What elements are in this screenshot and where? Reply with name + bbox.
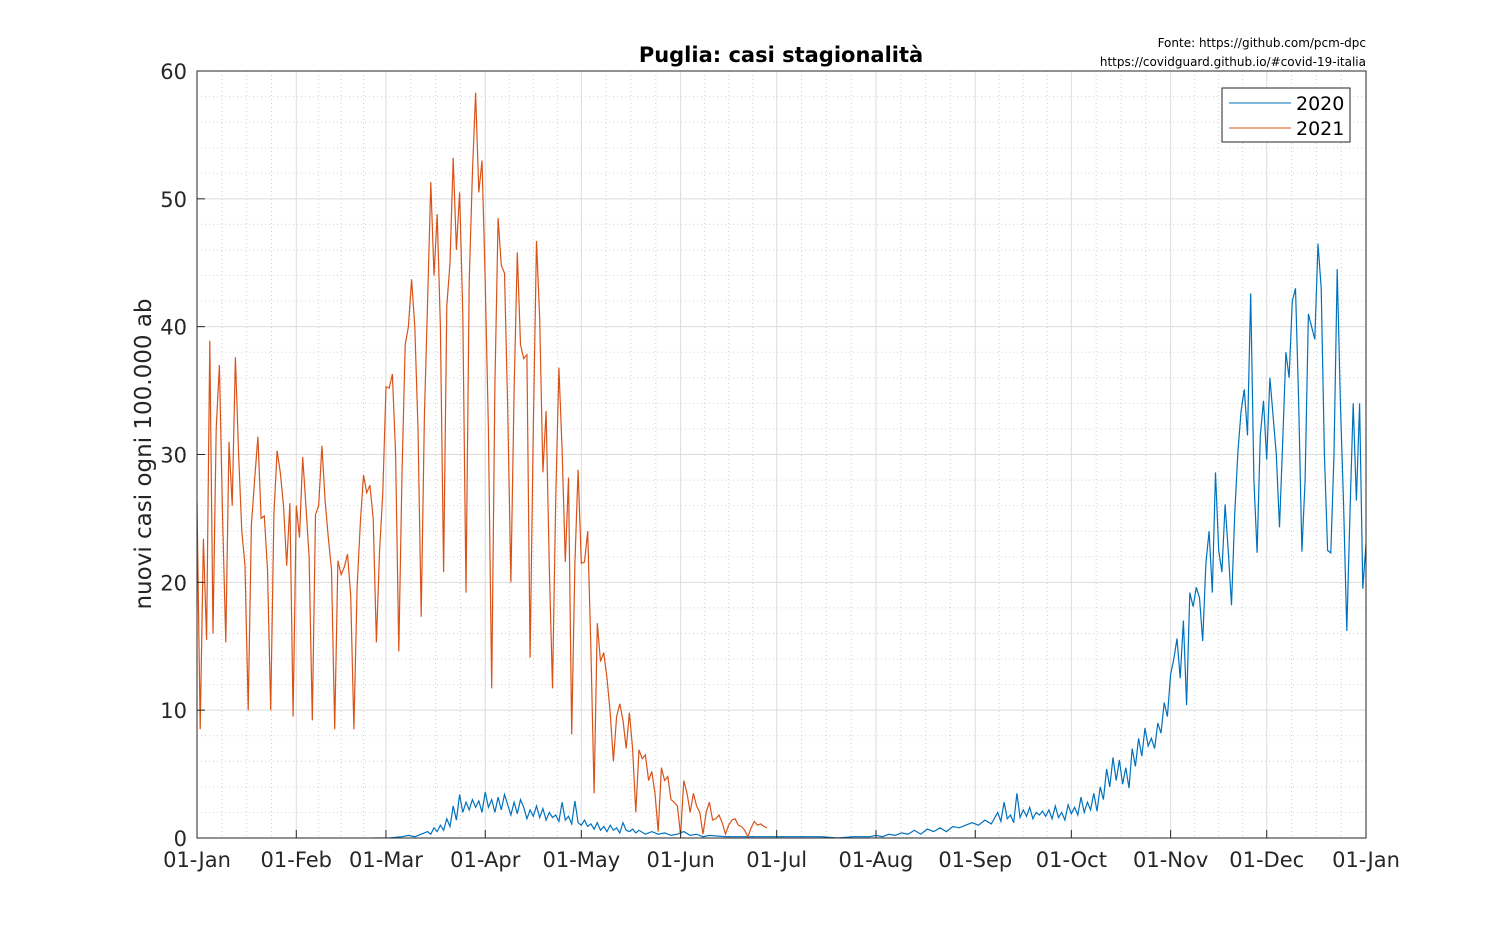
legend: 2020 2021 [1221, 87, 1351, 143]
chart-title: Puglia: casi stagionalità [639, 43, 923, 67]
y-tick-label: 0 [174, 827, 187, 851]
y-tick-label: 50 [160, 188, 187, 212]
y-tick-label: 30 [160, 444, 187, 468]
y-axis-label: nuovi casi ogni 100.000 ab [131, 298, 157, 609]
x-tick-label: 01-Jan [1332, 848, 1400, 872]
series-layer [197, 92, 1366, 838]
x-tick-label: 01-Jan [163, 848, 231, 872]
y-tick-label: 60 [160, 60, 187, 84]
x-tick-label: 01-May [542, 848, 620, 872]
x-tick-label: 01-Mar [349, 848, 423, 872]
x-tick-label: 01-Oct [1036, 848, 1107, 872]
x-tick-label: 01-Apr [450, 848, 521, 872]
legend-label-2020: 2020 [1296, 93, 1344, 115]
y-tick-label: 20 [160, 571, 187, 595]
legend-box [1221, 87, 1351, 143]
series-line-2021 [197, 92, 768, 838]
y-tick-label: 40 [160, 316, 187, 340]
x-tick-label: 01-Jul [746, 848, 807, 872]
legend-label-2021: 2021 [1296, 118, 1344, 140]
y-tick-label: 10 [160, 699, 187, 723]
x-tick-label: 01-Nov [1133, 848, 1208, 872]
series-line-2020 [373, 243, 1366, 838]
source-line-2: https://covidguard.github.io/#covid-19-i… [1100, 55, 1366, 69]
x-tick-label: 01-Jun [646, 848, 714, 872]
x-tick-label: 01-Aug [839, 848, 914, 872]
source-line-1: Fonte: https://github.com/pcm-dpc [1158, 36, 1366, 50]
grid [196, 70, 1367, 839]
x-tick-label: 01-Feb [261, 848, 332, 872]
ticks: 01-Jan 01-Feb 01-Mar 01-Apr 01-May 01-Jun 01-J… [160, 60, 1400, 872]
x-tick-label: 01-Sep [938, 848, 1012, 872]
x-tick-label: 01-Dec [1229, 848, 1304, 872]
